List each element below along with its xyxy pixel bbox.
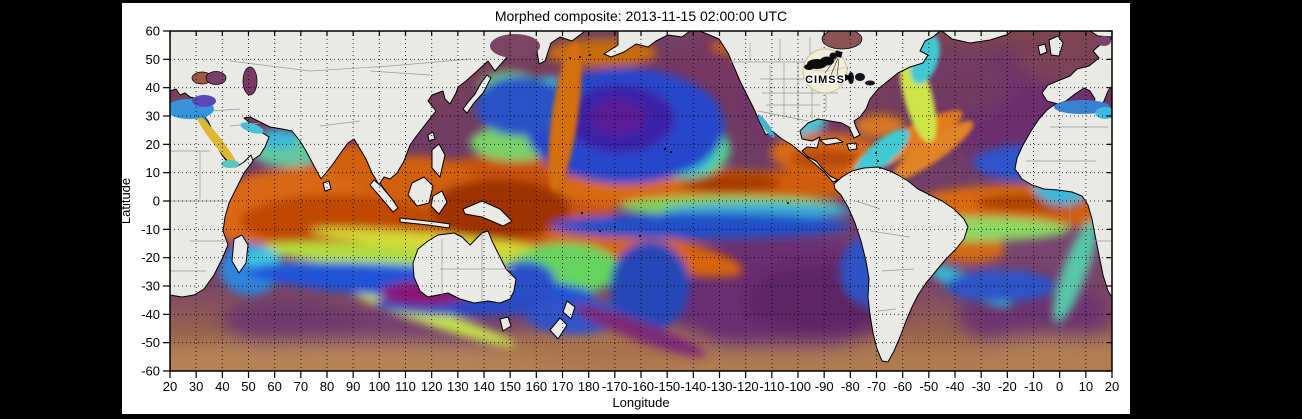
- logo-arrow: [845, 74, 852, 81]
- island-hispaniola: [846, 142, 858, 151]
- x-tick-label: -90: [815, 379, 834, 394]
- hudson-bay: [821, 31, 863, 50]
- y-tick-label: -40: [141, 307, 160, 322]
- island-japan: [462, 74, 492, 114]
- aegean-sea: [192, 95, 216, 107]
- landmass-north-america: [699, 31, 941, 183]
- inland-water-layer: [170, 31, 1112, 168]
- x-tick-label: 150: [499, 379, 521, 394]
- caspian-sea: [242, 66, 258, 96]
- x-tick-label: 40: [215, 379, 229, 394]
- y-tick-label: 20: [146, 137, 160, 152]
- logo-text: CIMSS: [805, 74, 845, 86]
- x-tick-label: -130: [706, 379, 732, 394]
- logo-signal-rays: [824, 56, 840, 77]
- y-tick-label: 60: [146, 24, 160, 39]
- plot-title: Morphed composite: 2013-11-15 02:00:00 U…: [495, 8, 787, 24]
- x-tick-label: 130: [447, 379, 469, 394]
- persian-gulf: [240, 122, 264, 134]
- figure-panel: Morphed composite: 2013-11-15 02:00:00 U…: [122, 3, 1130, 414]
- baltic-sea: [1097, 36, 1111, 46]
- island-sumatra: [369, 179, 399, 213]
- landmass-australia: [412, 230, 517, 304]
- x-tick-label: 110: [395, 379, 416, 394]
- x-axis-label: Longitude: [612, 395, 669, 410]
- x-tick-label: 80: [320, 379, 334, 394]
- logo-cloud-icon: [804, 50, 843, 70]
- x-tick-label: -80: [841, 379, 860, 394]
- gulf-of-california: [757, 114, 775, 138]
- landmass-madagascar: [231, 234, 249, 274]
- y-tick-label: 40: [146, 80, 160, 95]
- island-java: [399, 217, 451, 229]
- island-taiwan: [427, 131, 436, 142]
- grid-layer: [170, 31, 1112, 371]
- x-tick-label: -20: [998, 379, 1017, 394]
- x-tick-label: 20: [1105, 379, 1119, 394]
- island-philippines: [431, 143, 446, 178]
- x-tick-label: -30: [972, 379, 991, 394]
- x-tick-label: -170: [602, 379, 628, 394]
- landmass-alaska: [603, 31, 691, 58]
- black-sea-east: [205, 71, 227, 85]
- x-tick-label: 60: [267, 379, 281, 394]
- map-figure: Morphed composite: 2013-11-15 02:00:00 U…: [122, 8, 1119, 411]
- island-ireland: [1037, 43, 1048, 56]
- logo-satellite-icon: [834, 50, 843, 58]
- island-sri-lanka: [322, 180, 332, 192]
- y-tick-label: -20: [141, 250, 160, 265]
- tick-layer: [163, 30, 1113, 378]
- red-sea: [196, 114, 238, 168]
- x-tick-label: 0: [1056, 379, 1063, 394]
- y-tick-label: -30: [141, 279, 160, 294]
- ticklabel-layer: 20 30 40 50 60 70 80 90 100 110 120 130 140 150 160 170…: [141, 24, 1119, 395]
- x-tick-label: -60: [893, 379, 912, 394]
- x-tick-label: -70: [867, 379, 886, 394]
- x-tick-label: -120: [733, 379, 759, 394]
- landmass-scandinavia-tip: [1089, 31, 1112, 38]
- x-tick-label: 70: [294, 379, 308, 394]
- sea-of-okhotsk: [490, 34, 540, 58]
- x-tick-label: 30: [189, 379, 203, 394]
- x-tick-label: 90: [346, 379, 360, 394]
- x-tick-label: -100: [785, 379, 811, 394]
- x-tick-label: -50: [919, 379, 938, 394]
- x-tick-label: -160: [628, 379, 654, 394]
- y-tick-label: -50: [141, 335, 160, 350]
- x-tick-label: 170: [552, 379, 574, 394]
- landmass-greenland: [941, 31, 1013, 44]
- x-tick-label: 100: [368, 379, 390, 394]
- y-tick-label: 0: [153, 194, 160, 209]
- plot-area: CIMSS 20 30 40 50 60 70 80 90 100 110 120 130 140 150…: [122, 24, 1119, 411]
- island-sulawesi: [430, 190, 448, 215]
- land-layer: [170, 31, 1112, 363]
- x-tick-label: 120: [421, 379, 443, 394]
- x-tick-label: -140: [680, 379, 706, 394]
- x-tick-label: -10: [1024, 379, 1043, 394]
- gulf-of-aden: [221, 160, 239, 168]
- x-tick-label: -40: [946, 379, 965, 394]
- x-tick-label: 10: [1079, 379, 1093, 394]
- x-tick-label: 160: [525, 379, 547, 394]
- x-tick-label: 50: [241, 379, 255, 394]
- y-tick-label: -10: [141, 222, 160, 237]
- landmass-tasmania: [499, 316, 512, 332]
- y-tick-label: 10: [146, 165, 160, 180]
- y-tick-label: 50: [146, 52, 160, 67]
- x-tick-label: 180: [578, 379, 600, 394]
- cimss-logo: CIMSS: [802, 48, 852, 94]
- x-tick-label: 140: [473, 379, 495, 394]
- landmass-south-america: [833, 166, 969, 363]
- y-tick-label: -60: [141, 364, 160, 379]
- y-axis-label: Latitude: [122, 178, 133, 224]
- x-tick-label: -110: [759, 379, 784, 394]
- y-tick-label: 30: [146, 109, 160, 124]
- x-tick-label: 20: [163, 379, 177, 394]
- island-new-guinea: [462, 200, 513, 227]
- x-tick-label: -150: [654, 379, 680, 394]
- island-borneo: [407, 176, 434, 207]
